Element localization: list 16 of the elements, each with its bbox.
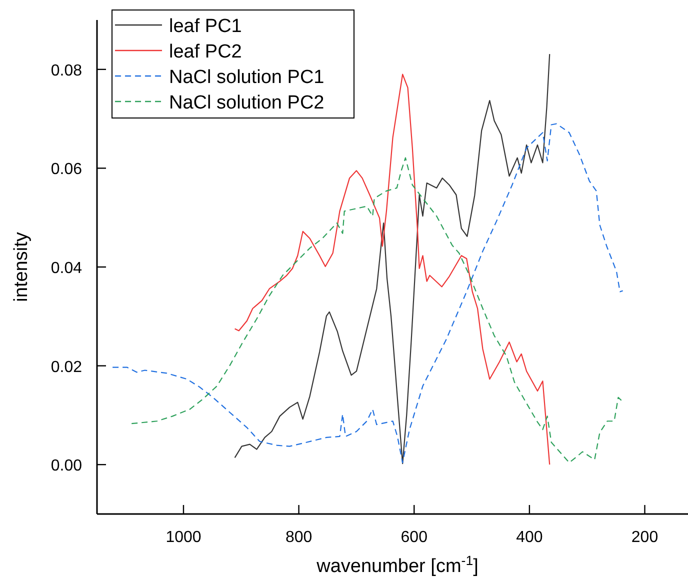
legend-label: NaCl solution PC1 <box>169 67 324 88</box>
y-tick-label: 0.06 <box>50 161 82 178</box>
x-tick-label: 600 <box>400 529 428 546</box>
x-axis-title: wavenumber [cm$^{-1}$] <box>316 552 478 577</box>
y-tick-label: 0.08 <box>50 62 82 80</box>
y-tick-label: 0.04 <box>50 260 82 277</box>
y-axis-title: intensity <box>11 232 32 302</box>
x-tick-label: 400 <box>516 529 543 546</box>
x-tick-label: 1000 <box>166 529 202 546</box>
y-tick-label: 0.00 <box>50 458 82 475</box>
legend-label: leaf PC2 <box>169 42 242 62</box>
legend-label: leaf PC1 <box>169 16 242 37</box>
y-tick-label: 0.02 <box>50 358 82 376</box>
legend-label: NaCl solution PC2 <box>169 92 324 114</box>
x-tick-label: 800 <box>285 529 312 546</box>
x-tick-label: 200 <box>631 529 658 546</box>
